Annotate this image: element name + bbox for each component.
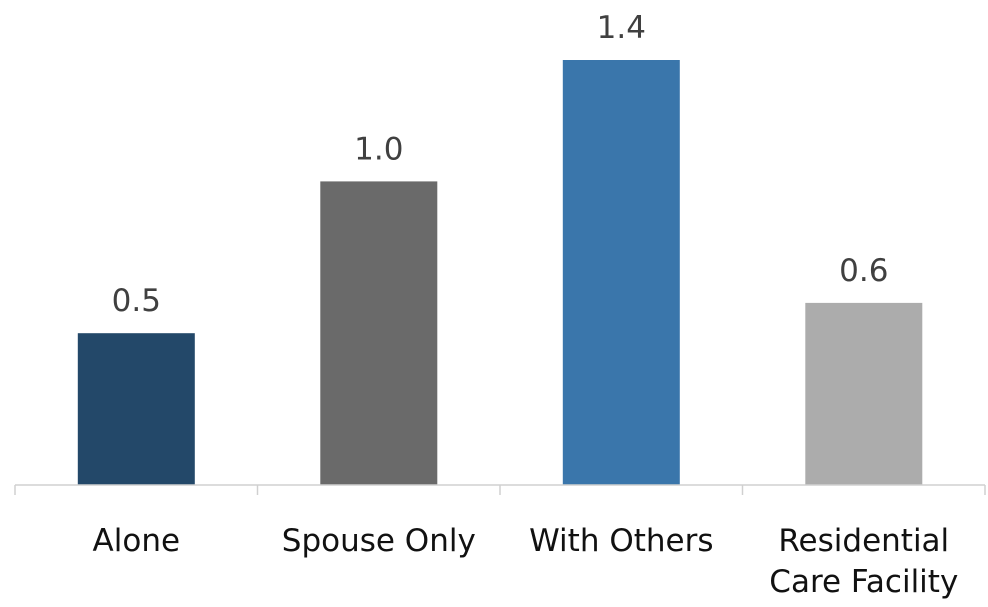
category-label-line: Care Facility xyxy=(769,564,958,600)
category-label-line: Residential xyxy=(778,523,949,559)
data-label-spouse-only: 1.0 xyxy=(354,131,403,167)
bar-spouse-only xyxy=(320,181,438,485)
value-labels-layer: 0.5 1.0 1.4 0.6 xyxy=(112,10,889,319)
category-label-with-others: With Others xyxy=(529,523,713,559)
category-label-line: Spouse Only xyxy=(282,523,476,559)
x-axis xyxy=(14,484,986,495)
category-labels-layer: Alone Spouse Only With Others Residential Ca… xyxy=(93,523,959,600)
category-label-spouse-only: Spouse Only xyxy=(282,523,476,559)
category-label-line: Alone xyxy=(93,523,181,559)
category-label-residential-care-facility: Residential Care Facility xyxy=(769,523,958,600)
data-label-alone: 0.5 xyxy=(112,283,161,319)
bar-with-others xyxy=(562,60,680,485)
bars-layer xyxy=(77,60,923,485)
bar-alone xyxy=(77,333,195,485)
data-label-with-others: 1.4 xyxy=(597,10,646,46)
data-label-residential-care-facility: 0.6 xyxy=(839,253,888,289)
category-label-line: With Others xyxy=(529,523,713,559)
category-label-alone: Alone xyxy=(93,523,181,559)
bar-residential-care-facility xyxy=(805,302,923,485)
